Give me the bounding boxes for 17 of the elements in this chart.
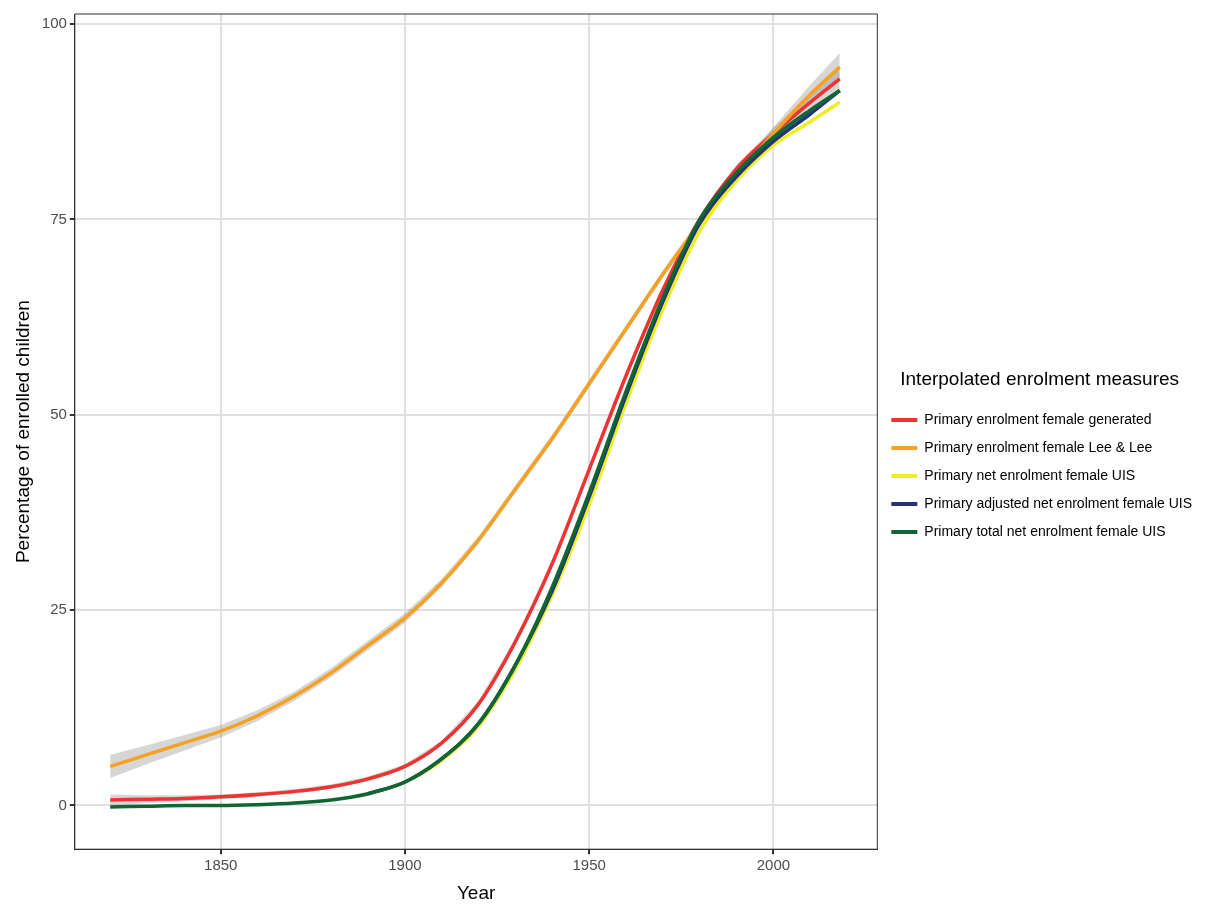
legend-label: Primary adjusted net enrolment female UIS bbox=[924, 494, 1193, 511]
legend-label: Primary net enrolment female UIS bbox=[924, 466, 1136, 483]
x-tick-label: 2000 bbox=[756, 856, 791, 874]
y-tick-label: 25 bbox=[50, 600, 67, 618]
x-tick-label: 1950 bbox=[572, 856, 606, 874]
legend-label: Primary total net enrolment female UIS bbox=[924, 522, 1166, 539]
legend-label: Primary enrolment female generated bbox=[924, 410, 1152, 427]
y-tick-label: 100 bbox=[41, 14, 67, 32]
x-tick-label: 1850 bbox=[204, 856, 238, 874]
y-tick-label: 0 bbox=[58, 795, 67, 813]
legend-title: Interpolated enrolment measures bbox=[900, 367, 1180, 389]
x-axis-title: Year bbox=[456, 881, 496, 903]
y-axis-title: Percentage of enrolled children bbox=[11, 300, 33, 564]
legend-label: Primary enrolment female Lee & Lee bbox=[924, 438, 1153, 455]
y-tick-label: 75 bbox=[50, 209, 67, 227]
y-tick-label: 50 bbox=[50, 404, 67, 422]
x-tick-label: 1900 bbox=[388, 856, 422, 874]
